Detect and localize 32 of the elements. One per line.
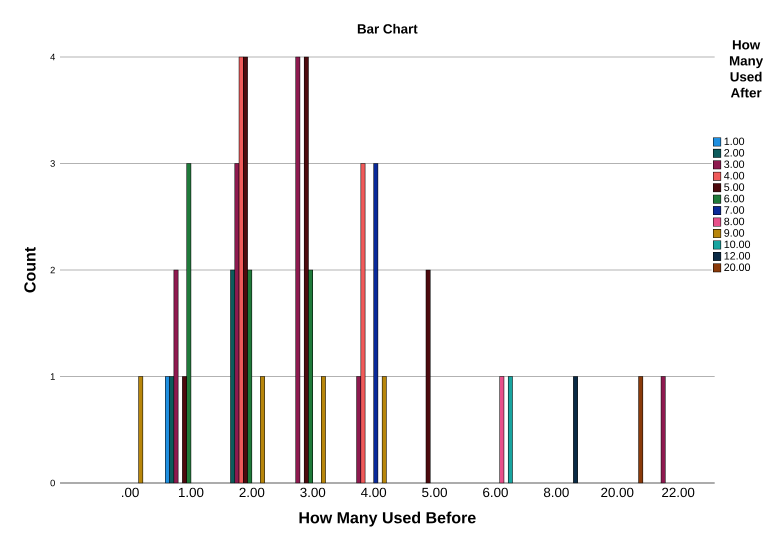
legend-label: 9.00 [724, 229, 744, 237]
legend-label: 1.00 [724, 138, 744, 146]
y-tick-label: 4 [50, 54, 56, 60]
x-tick-label: 2.00 [240, 488, 264, 498]
y-tick-label: 3 [50, 160, 55, 167]
legend-label: 10.00 [724, 240, 750, 248]
x-tick-label: 5.00 [422, 488, 447, 498]
legend-label: 4.00 [724, 172, 744, 180]
x-tick-label: 8.00 [544, 488, 569, 498]
legend-label: 12.00 [724, 252, 750, 260]
y-tick-label: 2 [50, 266, 55, 274]
y-axis-title: Count [24, 247, 36, 292]
x-axis-title: How Many Used Before [299, 512, 476, 527]
legend-label: 8.00 [724, 218, 744, 226]
x-tick-label: 4.00 [360, 488, 386, 498]
legend-label: 3.00 [724, 160, 744, 168]
legend-title: How Many Used After [730, 40, 764, 98]
x-tick-label: 22.00 [662, 488, 694, 498]
x-tick-label: 6.00 [483, 488, 508, 498]
legend-label: 20.00 [724, 263, 750, 272]
x-tick-label: 20.00 [601, 488, 634, 498]
y-tick-label: 1 [50, 373, 55, 380]
x-tick-label: .00 [122, 488, 139, 498]
bar [238, 56, 244, 484]
legend-label: 5.00 [724, 183, 744, 191]
legend-label: 2.00 [724, 149, 744, 157]
x-tick-label: 3.00 [300, 488, 326, 498]
chart-title: Bar Chart [358, 24, 418, 34]
y-tick-label: 0 [50, 480, 55, 486]
x-tick-label: 1.00 [178, 488, 204, 498]
legend-label: 7.00 [724, 206, 744, 214]
legend-label: 6.00 [724, 194, 744, 202]
